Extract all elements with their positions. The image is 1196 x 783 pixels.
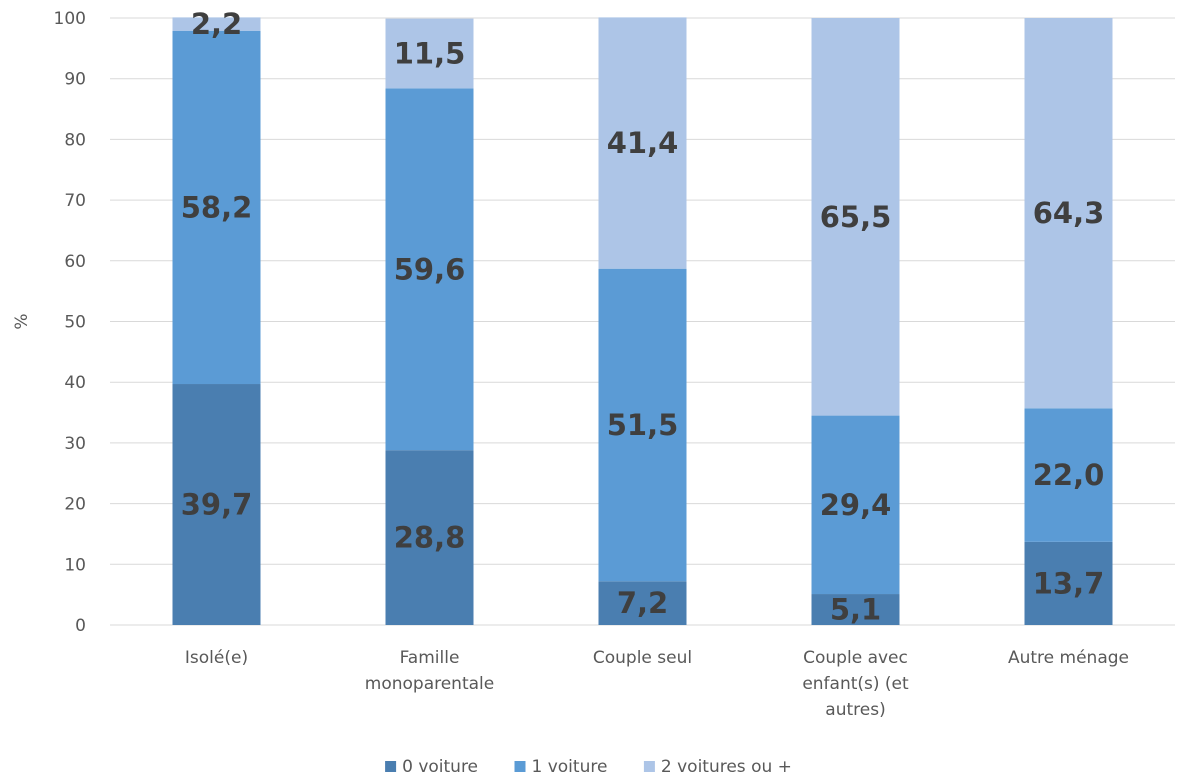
data-label: 65,5	[820, 200, 892, 234]
y-tick-label: 100	[54, 9, 86, 29]
data-label: 11,5	[394, 37, 466, 71]
data-label: 59,6	[394, 252, 466, 286]
bar-segment	[385, 450, 474, 625]
y-tick-label: 70	[64, 191, 86, 211]
legend: 0 voiture 1 voiture 2 voitures ou +	[385, 757, 792, 777]
data-labels: 39,7 58,2 2,2 28,8 59,6 11,5 7,2 51,5 41,4 5,1 29,…	[181, 7, 1105, 626]
y-tick-label: 50	[64, 313, 86, 333]
x-category-label: Couple avec enfant(s) (et autres)	[802, 648, 909, 720]
y-axis-label: %	[12, 313, 32, 329]
legend-entry: 0 voiture	[402, 757, 478, 777]
data-label: 51,5	[607, 408, 679, 442]
bar-segment	[1024, 541, 1113, 625]
legend-swatch	[643, 761, 655, 772]
y-tick-label: 40	[64, 373, 86, 393]
legend-entry: 1 voiture	[532, 757, 608, 777]
y-tick-label: 10	[64, 555, 86, 575]
bar-segment	[385, 18, 474, 89]
y-tick-label: 30	[64, 434, 86, 454]
x-category-label: Famille monoparentale	[365, 648, 494, 694]
data-label: 5,1	[830, 593, 881, 627]
y-tick-label: 0	[75, 616, 86, 636]
legend-entry: 2 voitures ou +	[661, 757, 792, 777]
x-category-label: Isolé(e)	[185, 648, 248, 668]
x-axis-categories: Isolé(e) Famille monoparentale Couple seul C…	[185, 648, 1129, 720]
data-label: 2,2	[191, 7, 242, 41]
data-label: 22,0	[1033, 458, 1105, 492]
data-label: 39,7	[181, 488, 253, 522]
bar-segment	[811, 415, 900, 595]
x-category-label: Autre ménage	[1008, 648, 1129, 668]
legend-swatch	[514, 761, 526, 772]
data-label: 64,3	[1033, 196, 1105, 230]
bar-segment	[598, 268, 687, 582]
y-axis-ticks: 0 10 20 30 40 50 60 70 80 90 100	[54, 9, 86, 636]
bar-segment	[172, 30, 261, 385]
data-label: 29,4	[820, 488, 892, 522]
bar-segment	[1024, 408, 1113, 542]
bar-segment	[1024, 18, 1113, 409]
legend-swatch	[385, 761, 397, 772]
data-label: 28,8	[394, 521, 466, 555]
y-tick-label: 80	[64, 130, 86, 150]
bar-segment	[385, 88, 474, 451]
bars	[172, 17, 1113, 625]
bar-segment	[811, 18, 900, 416]
data-label: 7,2	[617, 586, 668, 620]
data-label: 13,7	[1033, 566, 1105, 600]
y-tick-label: 90	[64, 70, 86, 90]
bar-segment	[172, 384, 261, 625]
y-tick-label: 60	[64, 252, 86, 272]
bar-segment	[172, 17, 261, 31]
data-label: 58,2	[181, 190, 253, 224]
bar-segment	[598, 581, 687, 625]
x-category-label: Couple seul	[593, 648, 692, 668]
data-label: 41,4	[607, 126, 679, 160]
bar-segment	[598, 17, 687, 269]
y-tick-label: 20	[64, 495, 86, 515]
bar-segment	[811, 594, 900, 625]
